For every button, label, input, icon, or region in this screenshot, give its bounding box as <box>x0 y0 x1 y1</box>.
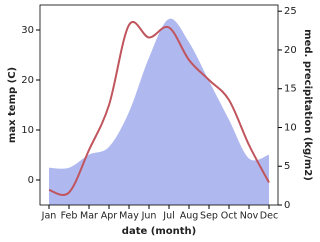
y2-tick-label: 10 <box>284 122 297 133</box>
y2-axis-title: med. precipitation (kg/m2) <box>302 29 313 181</box>
y-tick-label: 0 <box>28 175 34 186</box>
temperature-line <box>48 21 270 196</box>
x-tick-label: Mar <box>80 211 98 222</box>
x-tick-label: Jan <box>41 211 57 222</box>
y2-tick-label: 5 <box>284 161 290 172</box>
x-tick-label: Aug <box>180 211 199 222</box>
y-tick-label: 30 <box>21 25 34 36</box>
x-tick-label: May <box>119 211 139 222</box>
y-tick-label: 20 <box>21 75 34 86</box>
y2-tick-label: 25 <box>284 6 297 17</box>
x-tick-label: Dec <box>260 211 278 222</box>
y2-tick-label: 20 <box>284 45 297 56</box>
y-tick-label: 10 <box>21 125 34 136</box>
x-tick-label: Sep <box>200 211 218 222</box>
x-tick-label: Jun <box>141 211 157 222</box>
x-tick-label: Nov <box>240 211 259 222</box>
plot-frame <box>39 4 279 206</box>
x-tick-label: Feb <box>61 211 78 222</box>
y2-tick-label: 0 <box>284 200 290 211</box>
precipitation-area <box>49 18 269 206</box>
y2-tick-label: 15 <box>284 84 297 95</box>
x-tick-label: Jul <box>162 211 174 222</box>
x-tick-label: Oct <box>221 211 238 222</box>
y-axis-title: max temp (C) <box>7 67 18 143</box>
x-axis-title: date (month) <box>122 226 196 237</box>
x-tick-label: Apr <box>101 211 118 222</box>
